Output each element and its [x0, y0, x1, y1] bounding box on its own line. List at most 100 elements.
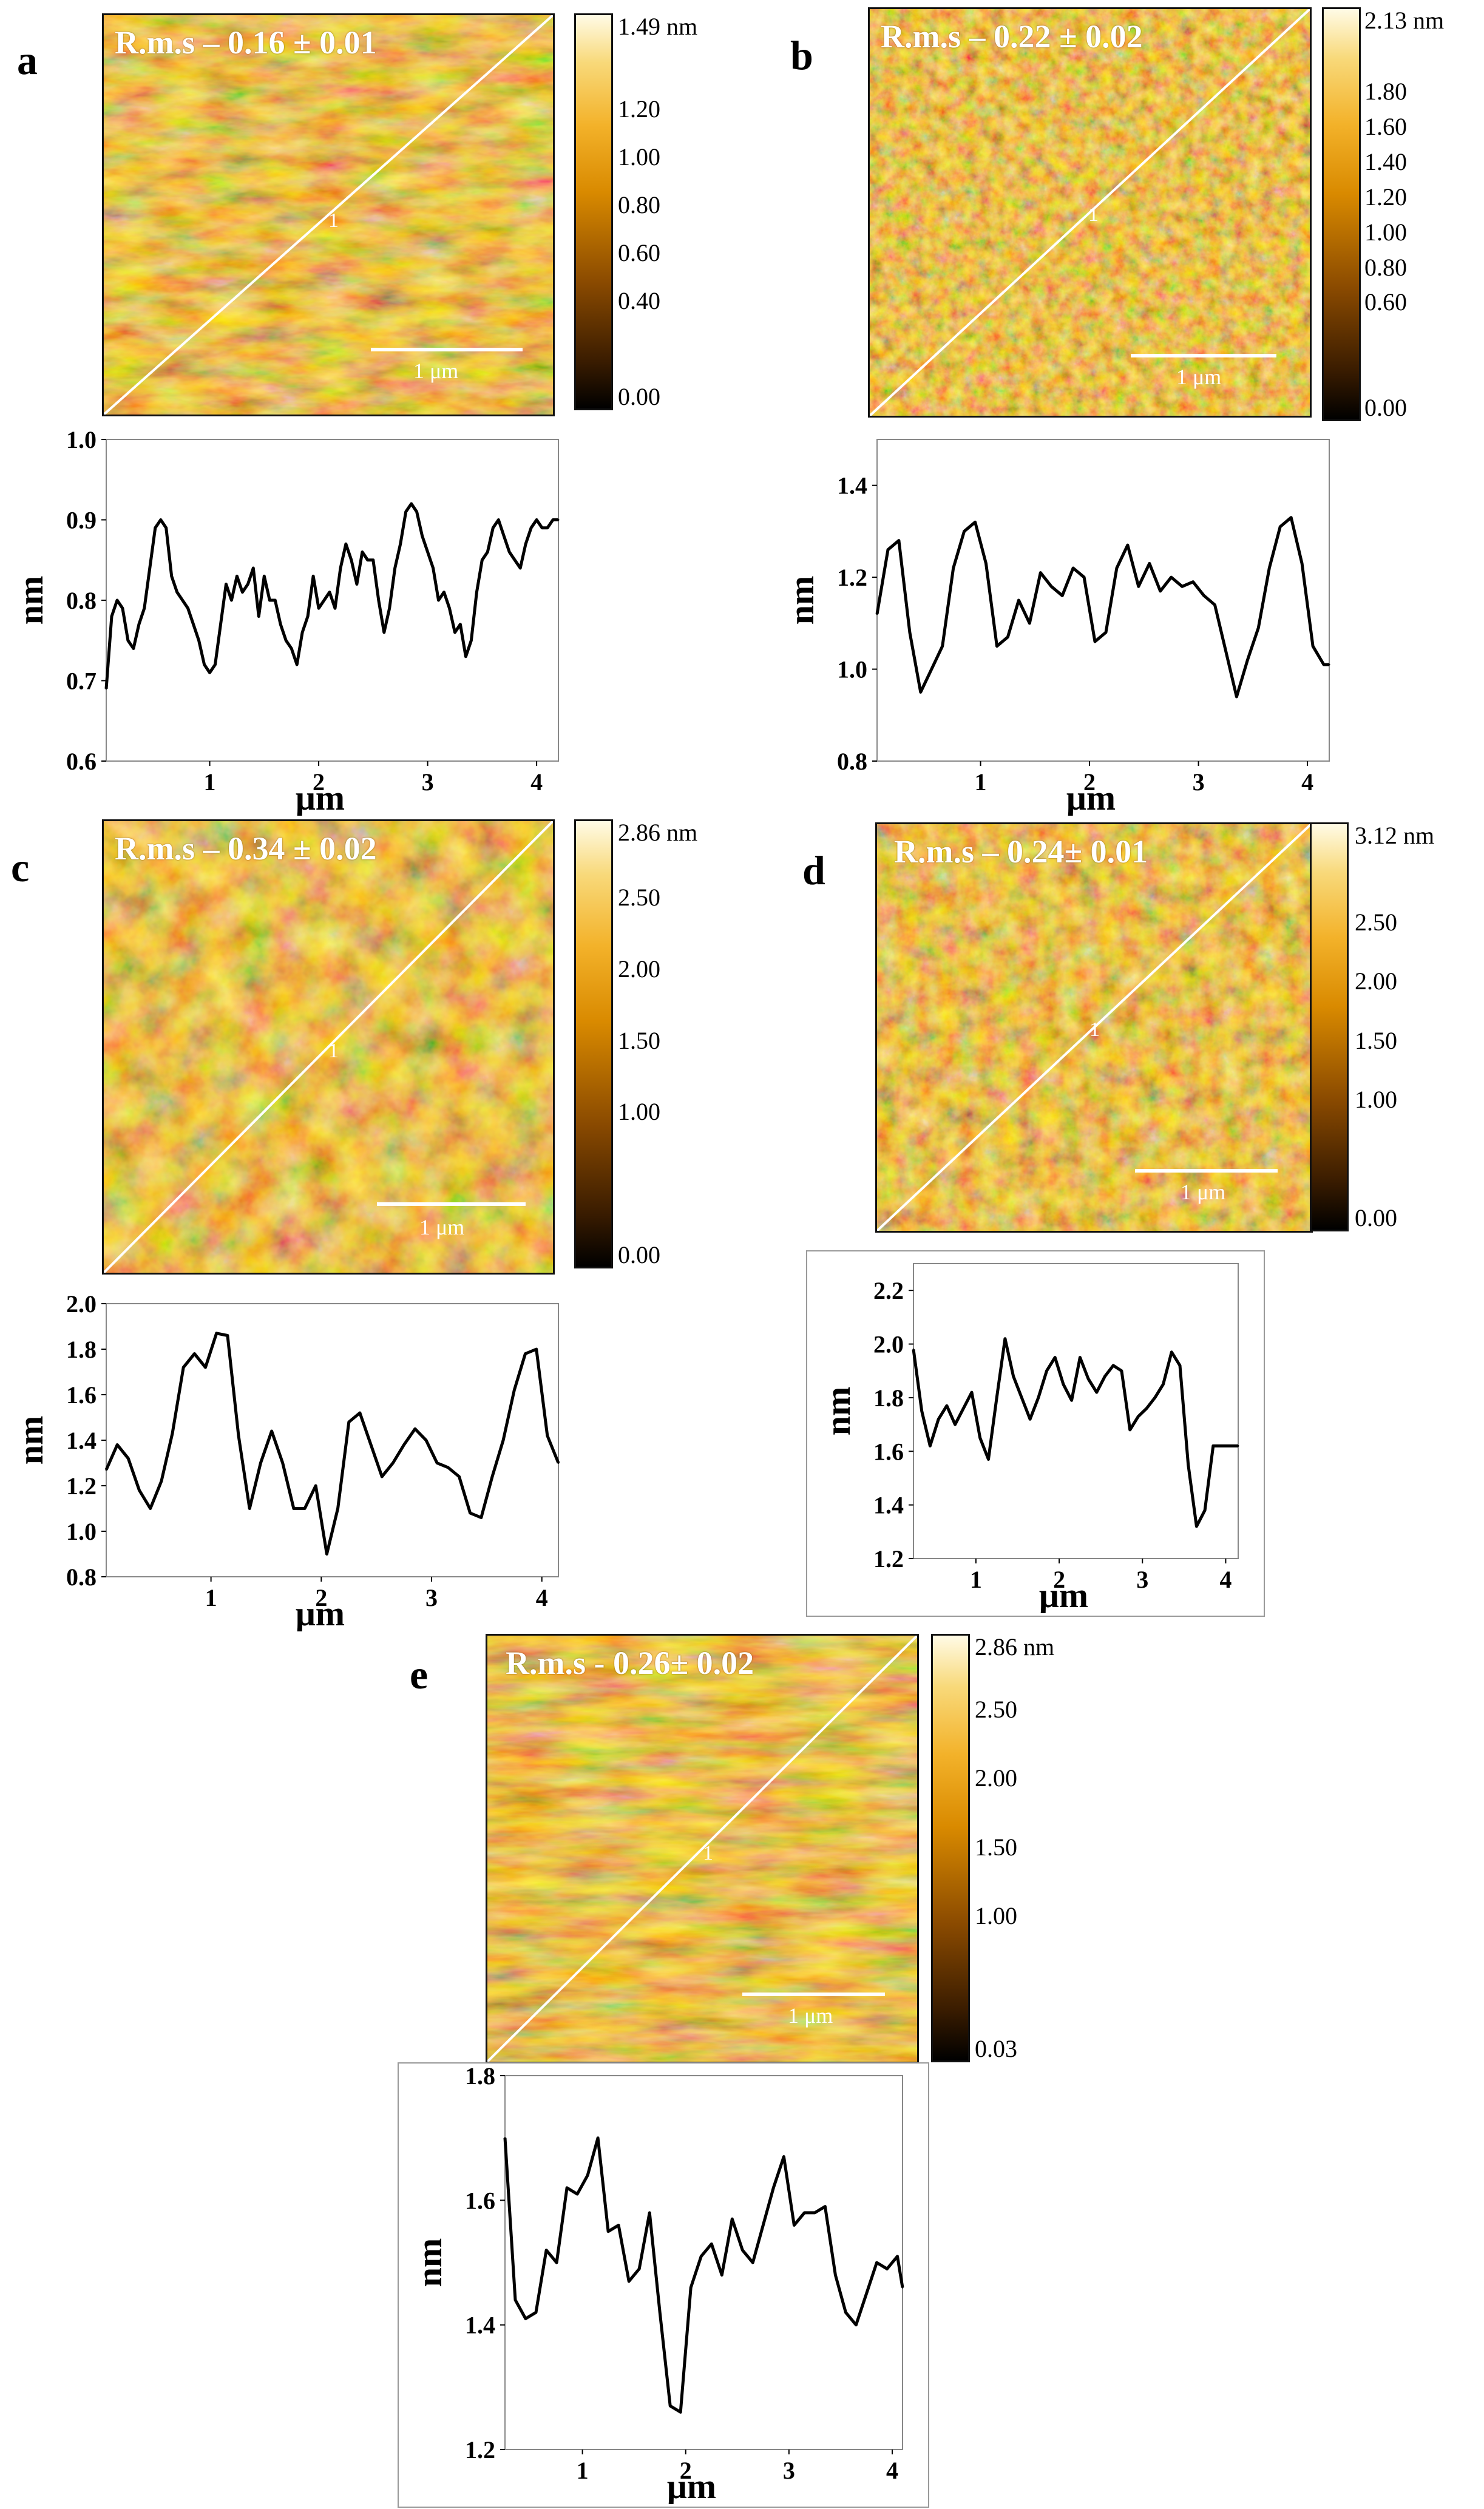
profile-point: [535, 519, 538, 521]
colorbar-d: [1310, 822, 1349, 1231]
profile-point: [248, 1508, 251, 1509]
profile-point: [214, 663, 216, 666]
plot-frame-d: [913, 1263, 1239, 1559]
profile-point: [475, 591, 478, 594]
profile-point: [1087, 1378, 1089, 1380]
profile-point: [296, 663, 298, 666]
x-tick-label: 2: [1083, 768, 1096, 796]
profile-point: [1029, 1418, 1031, 1420]
colorbar-tick-a: 0.00: [618, 383, 660, 410]
profile-point: [293, 1508, 295, 1509]
profile-line-b: [870, 9, 1310, 416]
profile-point: [138, 623, 140, 626]
profile-plot-e: 1.2 1.4 1.6 1.8 1 2 3 4 μm nm: [399, 2062, 927, 2506]
profile-point: [367, 559, 369, 561]
colorbar-b: [1322, 7, 1361, 421]
profile-point: [896, 2255, 898, 2258]
y-tick-label: 2.2: [873, 1277, 904, 1304]
profile-point: [143, 607, 146, 609]
colorbar-labels-e: 2.86 nm 2.50 2.00 1.50 1.00 0.03: [975, 1633, 1096, 2062]
profile-point: [557, 519, 560, 521]
profile-point: [458, 1475, 460, 1478]
profile-point: [492, 527, 494, 529]
scale-bar-text-d: 1 μm: [1181, 1180, 1226, 1204]
profile-point: [930, 668, 933, 671]
line-label-c: 1: [328, 1040, 339, 1062]
profile-point: [1137, 585, 1140, 587]
profile-point: [824, 2206, 826, 2208]
x-axis-label: μm: [1066, 778, 1116, 816]
profile-point: [187, 607, 189, 609]
profile-point: [237, 1435, 240, 1437]
profile-point: [1028, 622, 1031, 625]
colorbar-tick-c: 1.00: [618, 1098, 660, 1125]
y-tick-label: 1.0: [837, 656, 867, 683]
colorbar-tick-d: 0.00: [1355, 1204, 1397, 1231]
profile-point: [1104, 1375, 1106, 1378]
profile-point: [181, 599, 184, 601]
panel-letter-b: b: [790, 32, 813, 78]
profile-plot-a: 0.6 0.7 0.8 0.9 1.0 1 2 3 4 μm nm: [0, 426, 753, 818]
x-tick-label: 1: [204, 768, 216, 796]
x-tick-label: 3: [783, 2457, 795, 2484]
afm-texture-a: [104, 15, 553, 415]
x-axis-label: μm: [667, 2467, 716, 2504]
profile-point: [323, 599, 325, 601]
y-tick-label: 1.4: [837, 472, 867, 499]
profile-point: [535, 1348, 538, 1350]
colorbar-a: [574, 13, 613, 410]
profile-point: [793, 2224, 795, 2226]
profile-point: [1170, 1351, 1173, 1353]
colorbar-tick-e: 0.03: [975, 2035, 1017, 2062]
profile-point: [198, 639, 200, 642]
x-tick-label: 2: [313, 768, 325, 796]
y-tick-label: 1.4: [873, 1492, 904, 1519]
profile-point: [985, 562, 987, 564]
profile-point: [209, 671, 211, 674]
profile-point: [813, 2212, 816, 2214]
profile-point: [388, 607, 391, 609]
profile-point: [772, 2187, 774, 2189]
y-tick-label: 1.2: [837, 564, 867, 591]
profile-point: [105, 1469, 107, 1471]
profile-point: [1187, 1463, 1190, 1466]
profile-point: [359, 1412, 361, 1414]
x-axis-label: μm: [296, 1594, 345, 1631]
profile-point: [648, 2212, 651, 2214]
profile-point: [1079, 1356, 1081, 1359]
profile-series-a: [104, 502, 558, 689]
profile-point: [803, 2212, 805, 2214]
profile-point: [192, 623, 195, 626]
profile-point: [303, 1508, 306, 1509]
scale-bar-text-a: 1 μm: [413, 359, 459, 383]
colorbar-tick-b: 1.20: [1364, 183, 1407, 211]
colorbar-max-b: 2.13 nm: [1364, 7, 1445, 34]
profile-point: [546, 1435, 549, 1437]
y-axis-label: nm: [11, 576, 50, 625]
profile-point: [1054, 1356, 1056, 1359]
profile-point: [1203, 594, 1205, 597]
profile-point: [1159, 590, 1162, 592]
y-axis-label: nm: [782, 576, 821, 625]
profile-point: [285, 639, 287, 642]
line-label-d: 1: [1089, 1018, 1100, 1041]
profile-point: [259, 1462, 262, 1464]
profile-point: [1116, 567, 1118, 569]
profile-point: [230, 599, 232, 601]
profile-point: [995, 1397, 998, 1399]
profile-point: [235, 575, 238, 577]
profile-point: [962, 1407, 964, 1410]
line-label-b: 1: [1088, 203, 1099, 226]
profile-point: [628, 2280, 630, 2283]
profile-point: [116, 1444, 118, 1446]
profile-point: [165, 527, 168, 529]
profile-point: [1162, 1383, 1164, 1386]
line-label-a: 1: [328, 209, 339, 232]
profile-point: [160, 1480, 163, 1482]
profile-line-e: [487, 1636, 917, 2062]
profile-point: [391, 1462, 394, 1464]
profile-point: [1004, 1338, 1006, 1340]
profile-point: [731, 2218, 733, 2220]
profile-point: [154, 527, 157, 529]
profile-point: [464, 655, 467, 658]
